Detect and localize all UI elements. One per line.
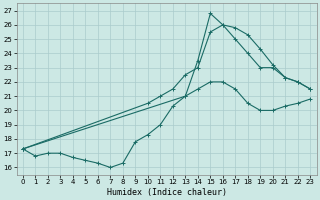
- X-axis label: Humidex (Indice chaleur): Humidex (Indice chaleur): [107, 188, 227, 197]
